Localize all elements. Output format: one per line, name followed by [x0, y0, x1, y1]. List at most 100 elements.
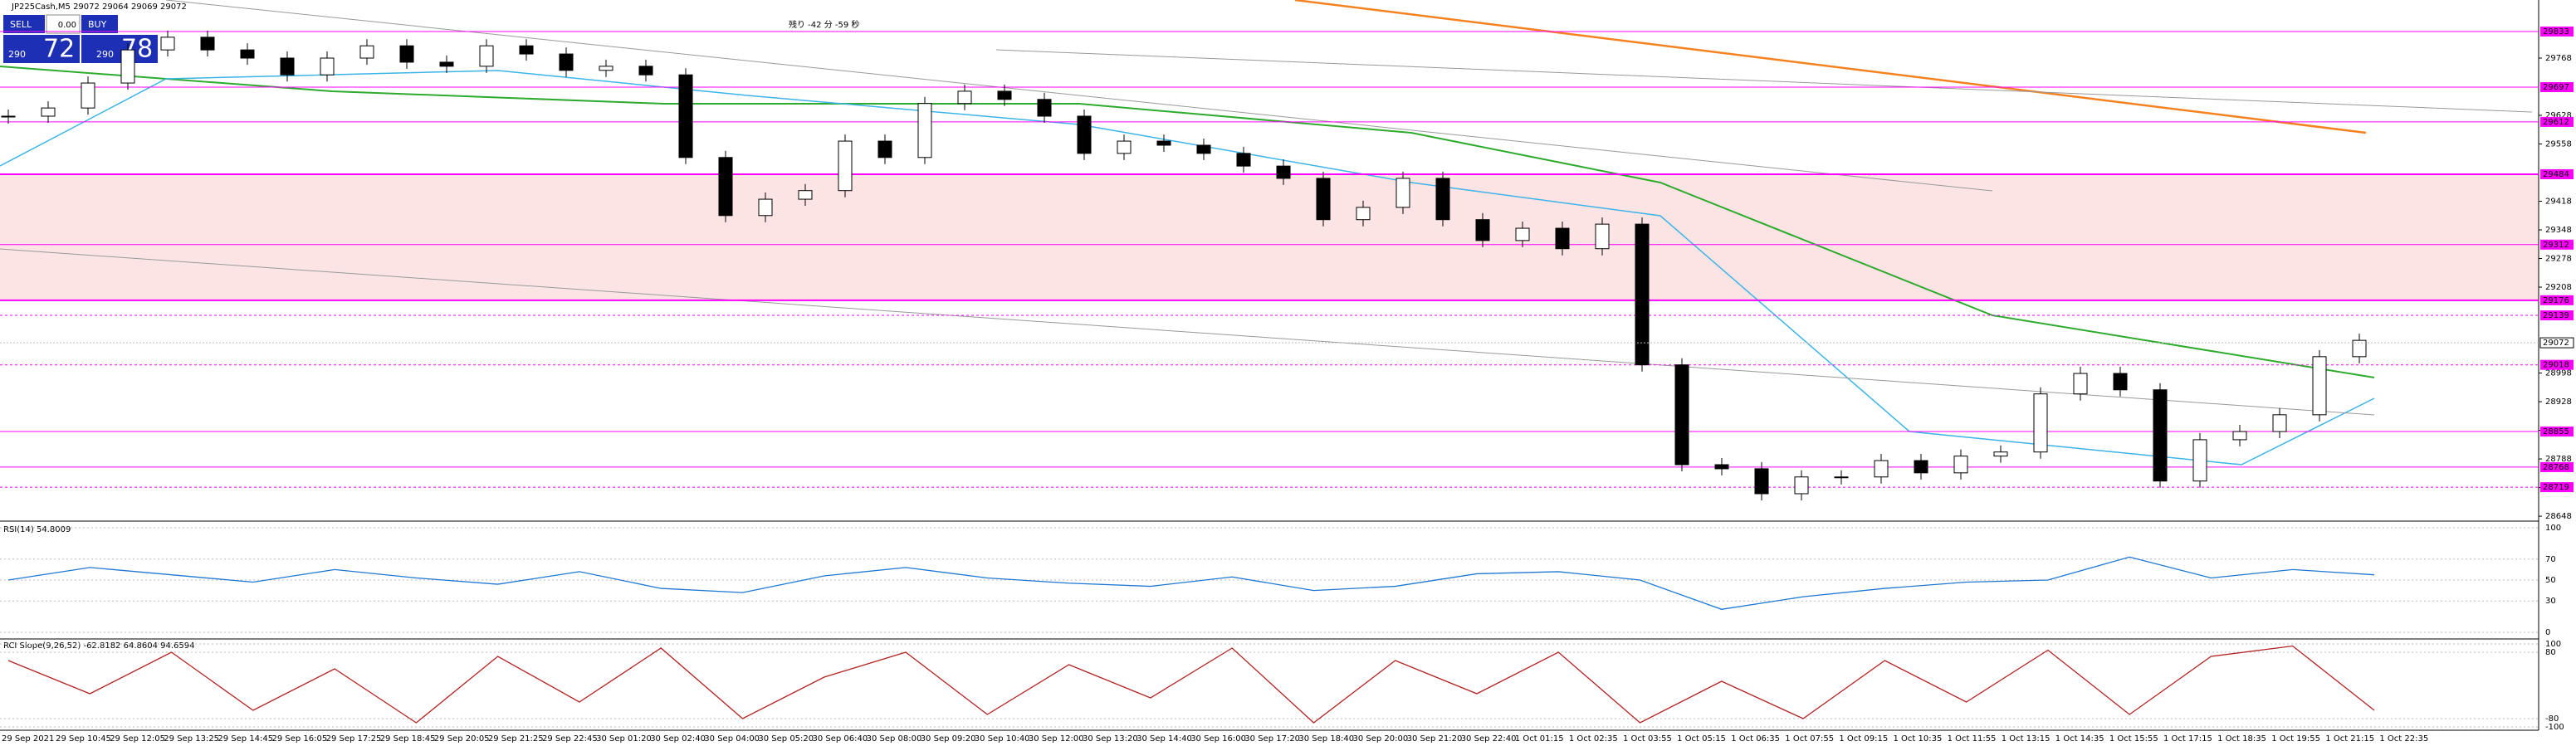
candle	[1595, 223, 1610, 250]
trendline	[0, 248, 2375, 416]
level-label: 29612	[2543, 118, 2569, 127]
y-tick-label: 100	[2545, 524, 2561, 533]
candle	[877, 140, 892, 158]
lots-input[interactable]	[46, 14, 81, 34]
level-box	[2540, 359, 2574, 370]
level-box	[2540, 26, 2574, 37]
candle	[2033, 393, 2048, 453]
x-tick-label: 1 Oct 14:35	[2055, 734, 2104, 744]
level-box	[2540, 116, 2574, 127]
level-box	[2540, 168, 2574, 179]
x-tick-label: 1 Oct 11:55	[1948, 734, 1997, 744]
x-tick-label: 29 Sep 20:05	[434, 734, 490, 744]
level-label: 29312	[2543, 241, 2569, 250]
y-tick-label: 28998	[2545, 369, 2572, 378]
level-label: 28855	[2543, 427, 2569, 436]
x-tick-label: 30 Sep 14:40	[1136, 734, 1192, 744]
candle	[678, 74, 693, 158]
candle	[399, 45, 414, 63]
x-tick-label: 30 Sep 08:00	[867, 734, 922, 744]
level-label: 29139	[2543, 311, 2569, 320]
y-tick-label: 29628	[2545, 111, 2572, 120]
y-tick-label: 30	[2545, 597, 2556, 606]
candle	[957, 90, 972, 105]
candle	[2312, 356, 2327, 416]
candle	[41, 107, 56, 117]
level-box	[2540, 461, 2574, 472]
buy-price-box[interactable]	[81, 35, 158, 63]
y-tick-label: 29278	[2545, 255, 2572, 264]
candle	[1435, 178, 1450, 221]
y-tick-label: -100	[2545, 723, 2564, 732]
candle	[2073, 373, 2088, 395]
x-tick-label: 1 Oct 02:35	[1569, 734, 1618, 744]
candle	[1037, 99, 1052, 117]
rci-line	[7, 645, 2375, 724]
x-tick-label: 30 Sep 10:40	[975, 734, 1030, 744]
x-tick-label: 1 Oct 18:35	[2217, 734, 2266, 744]
candle	[160, 37, 175, 51]
x-tick-label: 1 Oct 22:35	[2379, 734, 2428, 744]
candle	[1196, 144, 1211, 154]
x-tick-label: 30 Sep 04:00	[704, 734, 760, 744]
level-box	[2540, 81, 2574, 92]
candle	[838, 140, 853, 192]
y-tick-label: 29348	[2545, 226, 2572, 235]
buy-button[interactable]	[81, 15, 118, 33]
x-tick-label: 30 Sep 16:00	[1190, 734, 1246, 744]
x-tick-label: 29 Sep 18:45	[380, 734, 436, 744]
candle	[1356, 207, 1371, 221]
candle	[1635, 223, 1650, 366]
long-ma	[1294, 0, 2367, 134]
candle	[559, 53, 574, 71]
x-tick-label: 1 Oct 15:55	[2109, 734, 2158, 744]
candle	[439, 61, 454, 67]
x-tick-label: 30 Sep 22:40	[1461, 734, 1517, 744]
x-tick-label: 30 Sep 06:40	[813, 734, 868, 744]
candle	[1276, 165, 1291, 179]
candle	[1874, 460, 1889, 478]
trade-panel: SELL 0.00 BUY 290 72 290 78	[3, 14, 158, 64]
sell-button[interactable]	[3, 15, 45, 33]
candle	[1316, 178, 1331, 221]
candle	[1953, 456, 1968, 474]
candle	[519, 45, 534, 55]
x-tick-label: 29 Sep 17:25	[326, 734, 382, 744]
candle	[2352, 339, 2367, 358]
ma-200	[0, 66, 2375, 378]
candle	[2272, 414, 2287, 432]
x-tick-label: 30 Sep 02:40	[650, 734, 706, 744]
candle	[479, 45, 494, 67]
candle	[2192, 439, 2207, 482]
x-tick-label: 1 Oct 10:35	[1894, 734, 1943, 744]
level-box	[2540, 295, 2574, 305]
candle	[2153, 389, 2168, 482]
level-label: 28719	[2543, 483, 2569, 492]
x-tick-label: 29 Sep 14:45	[218, 734, 273, 744]
y-tick-label: 0	[2545, 628, 2550, 637]
level-label: 29018	[2543, 361, 2569, 370]
x-tick-label: 1 Oct 06:35	[1731, 734, 1780, 744]
x-tick-label: 29 Sep 12:05	[110, 734, 165, 744]
zones	[0, 174, 2539, 300]
candle	[280, 57, 295, 76]
x-tick-label: 1 Oct 07:55	[1785, 734, 1834, 744]
sell-price-box[interactable]	[3, 35, 80, 63]
y-tick-label: 28928	[2545, 397, 2572, 407]
y-tick-label: 100	[2545, 640, 2561, 649]
sell-small: 290	[8, 49, 26, 60]
x-tick-label: 30 Sep 09:20	[921, 734, 976, 744]
y-tick-label: 29768	[2545, 54, 2572, 63]
y-tick-label: 29418	[2545, 197, 2572, 207]
current-price-box	[2539, 337, 2574, 349]
sell-big: 72	[43, 35, 75, 64]
candle	[718, 157, 733, 217]
candle	[798, 190, 813, 200]
x-tick-label: 1 Oct 03:55	[1623, 734, 1672, 744]
candle	[997, 90, 1012, 100]
lots: 0.00	[58, 21, 76, 30]
y-tick-label: 80	[2545, 648, 2556, 657]
level-label: 29484	[2543, 170, 2569, 179]
candle	[1117, 140, 1132, 154]
